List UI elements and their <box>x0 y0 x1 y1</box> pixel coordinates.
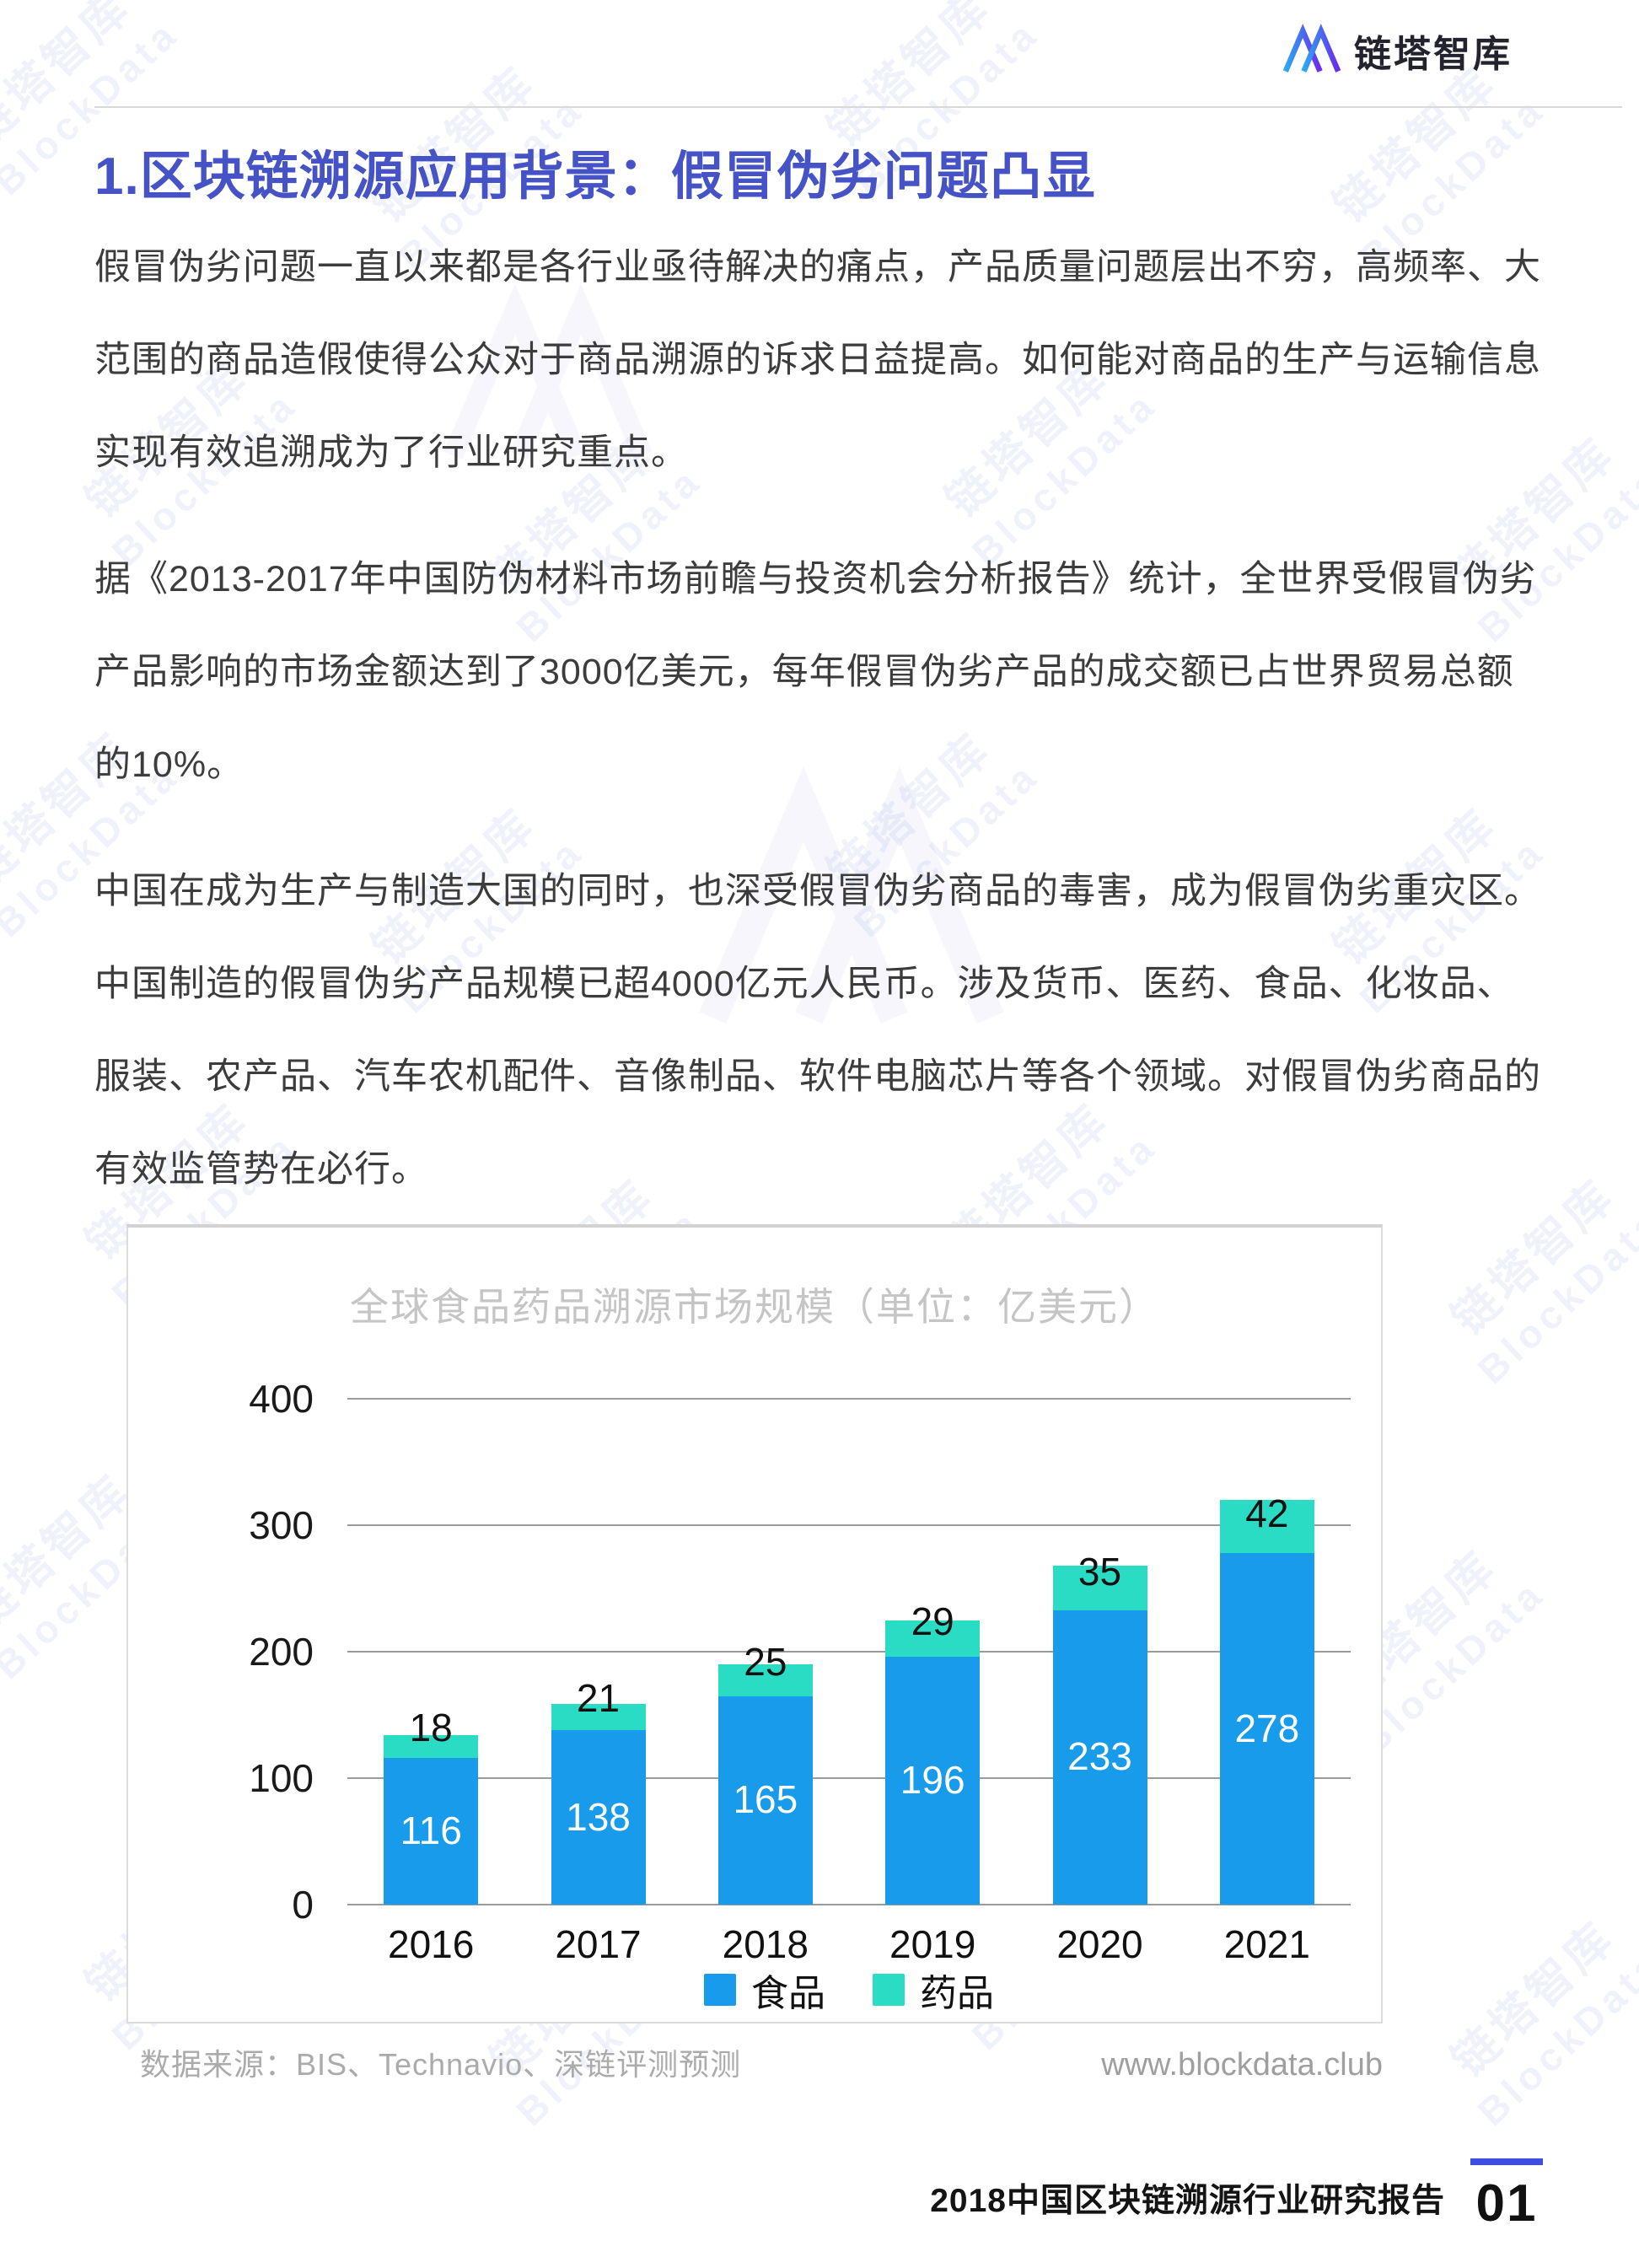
bar-label-food-2017: 138 <box>566 1794 631 1839</box>
legend-item-药品: 药品 <box>873 1963 994 2017</box>
bar-label-medicine-2021: 42 <box>1245 1491 1289 1535</box>
bar-food-2021 <box>1219 1553 1314 1905</box>
bar-group-2021: 278 42 <box>1219 1491 1314 1905</box>
x-tick-2018: 2018 <box>722 1922 809 1966</box>
chart-x-axis: 2016 2017 2018 2019 2020 2021 <box>347 1921 1351 1966</box>
bar-medicine-2021 <box>1219 1500 1314 1553</box>
legend-label: 食品 <box>751 1973 825 2014</box>
page-number-block: 01 <box>1470 2158 1543 2233</box>
website-link: www.blockdata.club <box>1101 2047 1383 2083</box>
chart-title: 全球食品药品溯源市场规模（单位：亿美元） <box>350 1285 1159 1329</box>
bar-group-2018: 165 25 <box>717 1640 813 1905</box>
gridline-100 <box>347 1777 1351 1779</box>
report-title: 2018中国区块链溯源行业研究报告 <box>930 2183 1445 2219</box>
blockdata-logo: 链塔智库 <box>1282 22 1513 78</box>
bar-label-medicine-2017: 21 <box>576 1675 621 1720</box>
chart-y-axis: 0 100 200 300 400 <box>128 1377 330 1927</box>
bar-food-2019 <box>885 1657 981 1905</box>
page-footer: 2018中国区块链溯源行业研究报告 01 <box>930 2158 1543 2233</box>
y-tick-300: 300 <box>249 1503 314 1547</box>
page-number: 01 <box>1475 2174 1538 2233</box>
bar-label-medicine-2016: 18 <box>409 1705 453 1749</box>
bar-label-food-2019: 196 <box>900 1758 965 1802</box>
gridline-200 <box>347 1651 1351 1653</box>
legend-item-食品: 食品 <box>704 1963 825 2017</box>
logo-text: 链塔智库 <box>1354 33 1513 75</box>
chart-source-row: 数据来源：BIS、Technavio、深链评测预测 www.blockdata.… <box>126 2040 1383 2084</box>
bar-label-food-2021: 278 <box>1234 1706 1300 1750</box>
gridline-400 <box>347 1398 1351 1400</box>
gridline-300 <box>347 1524 1351 1526</box>
bar-group-2019: 196 29 <box>885 1599 981 1905</box>
header-divider <box>94 106 1622 108</box>
bar-food-2016 <box>384 1758 479 1905</box>
x-tick-2020: 2020 <box>1056 1922 1143 1966</box>
legend-label: 药品 <box>920 1973 994 2014</box>
bar-food-2020 <box>1052 1610 1147 1905</box>
gridline-0 <box>347 1904 1351 1905</box>
bar-label-medicine-2019: 29 <box>911 1599 954 1643</box>
paragraph-3: 中国在成为生产与制造大国的同时，也深受假冒伪劣商品的毒害，成为假冒伪劣重灾区。中… <box>94 871 1541 1190</box>
legend-swatch-icon <box>704 1974 736 2006</box>
x-tick-2017: 2017 <box>555 1922 642 1966</box>
y-tick-100: 100 <box>249 1756 314 1800</box>
bar-medicine-2017 <box>551 1703 646 1730</box>
bar-label-medicine-2018: 25 <box>744 1640 787 1685</box>
bar-group-2017: 138 21 <box>551 1676 646 1905</box>
bar-label-food-2016: 116 <box>400 1808 462 1852</box>
bar-group-2016: 116 18 <box>384 1706 479 1905</box>
data-source: 数据来源：BIS、Technavio、深链评测预测 <box>140 2047 742 2082</box>
bar-label-food-2020: 233 <box>1067 1734 1132 1779</box>
paragraph-1: 假冒伪劣问题一直以来都是各行业亟待解决的痛点，产品质量问题层出不穷，高频率、大范… <box>94 247 1541 473</box>
chart-legend: 食品 药品 <box>347 1963 1351 2017</box>
x-tick-2016: 2016 <box>387 1922 475 1966</box>
legend-swatch-icon <box>873 1974 905 2006</box>
y-tick-400: 400 <box>249 1377 314 1421</box>
page-title: 1.区块链溯源应用背景：假冒伪劣问题凸显 <box>94 148 1096 206</box>
bar-medicine-2020 <box>1052 1566 1147 1610</box>
chart-card: 全球食品药品溯源市场规模（单位：亿美元） 0 100 200 300 400 116 18… <box>126 1224 1383 2023</box>
x-tick-2021: 2021 <box>1223 1922 1310 1966</box>
y-tick-0: 0 <box>292 1883 314 1927</box>
bar-food-2018 <box>717 1696 813 1905</box>
bar-medicine-2018 <box>717 1664 813 1696</box>
page-number-accent <box>1470 2158 1543 2165</box>
paragraph-2: 据《2013-2017年中国防伪材料市场前瞻与投资机会分析报告》统计，全世界受假… <box>94 559 1537 785</box>
y-tick-200: 200 <box>249 1630 314 1674</box>
bar-group-2020: 233 35 <box>1052 1550 1147 1905</box>
chart-plot: 116 18 138 21 165 25 196 29 233 35 278 42 <box>347 1398 1351 1905</box>
body-copy: 假冒伪劣问题一直以来都是各行业亟待解决的痛点，产品质量问题层出不穷，高频率、大范… <box>94 221 1550 1250</box>
bar-label-medicine-2020: 35 <box>1077 1550 1122 1594</box>
blockdata-logo-icon <box>1282 22 1342 78</box>
bar-medicine-2019 <box>885 1620 981 1657</box>
bar-medicine-2016 <box>384 1735 479 1758</box>
bar-food-2017 <box>551 1730 646 1905</box>
bar-label-food-2018: 165 <box>733 1777 798 1822</box>
x-tick-2019: 2019 <box>889 1922 976 1966</box>
